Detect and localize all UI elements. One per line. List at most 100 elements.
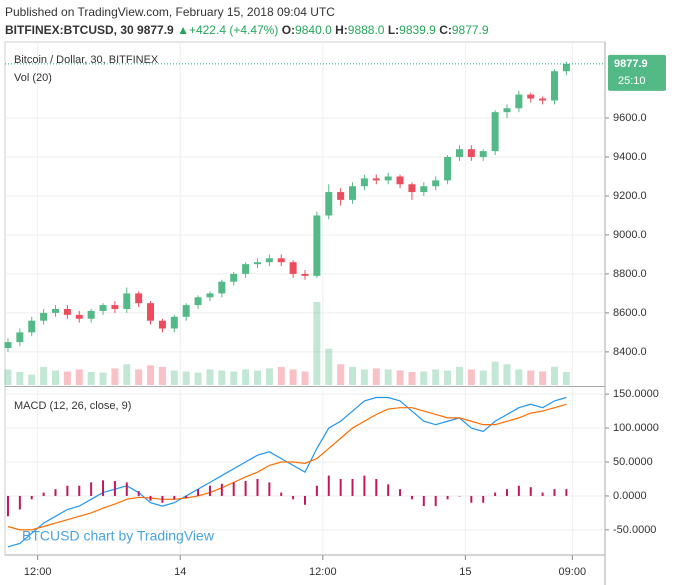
watermark: BTCUSD chart by TradingView xyxy=(22,528,215,544)
h: 9888.0 xyxy=(347,23,385,37)
histogram-bar xyxy=(256,478,259,496)
volume-bar xyxy=(28,374,36,385)
c-label: C: xyxy=(439,23,452,37)
volume-bar xyxy=(16,372,24,385)
candle-body xyxy=(301,273,309,276)
histogram-bar xyxy=(232,482,235,496)
candle-body xyxy=(63,308,71,315)
histogram-bar xyxy=(565,489,568,496)
volume-bar xyxy=(87,372,95,385)
histogram-bar xyxy=(470,495,473,503)
histogram-bar xyxy=(18,495,21,510)
histogram-bar xyxy=(54,489,57,496)
countdown: 25:10 xyxy=(618,75,646,87)
histogram-bar xyxy=(434,495,437,507)
candle-body xyxy=(182,305,190,317)
candle-body xyxy=(539,98,547,101)
volume-bar xyxy=(325,348,333,385)
histogram-bar xyxy=(399,489,402,496)
volume-bar xyxy=(99,372,107,385)
price-label: 9877.9 xyxy=(614,58,648,70)
histogram-bar xyxy=(113,481,116,496)
histogram-bar xyxy=(541,492,544,496)
candle-body xyxy=(562,63,570,72)
candle-body xyxy=(147,303,155,321)
volume-bar xyxy=(527,370,535,385)
volume-bar xyxy=(479,370,487,385)
volume-bar xyxy=(539,371,547,385)
candle-body xyxy=(87,310,95,319)
volume-bar xyxy=(384,369,392,385)
h-label: H: xyxy=(335,23,348,37)
volume-bar xyxy=(111,368,119,385)
volume-bar xyxy=(551,366,559,385)
x-tick-label: 09:00 xyxy=(559,566,587,578)
x-tick-label: 12:00 xyxy=(309,566,337,578)
volume-bar xyxy=(396,370,404,385)
histogram-bar xyxy=(268,482,271,496)
volume-bar xyxy=(4,369,12,385)
histogram-bar xyxy=(517,485,520,496)
volume-bar xyxy=(194,372,202,385)
histogram-bar xyxy=(304,495,306,505)
volume-bar xyxy=(218,370,226,385)
candle-body xyxy=(360,178,368,187)
candle-body xyxy=(455,149,463,157)
candle-body xyxy=(515,94,523,109)
volume-bar xyxy=(337,364,345,385)
candle-body xyxy=(123,293,131,309)
candle-body xyxy=(135,293,143,304)
candle-body xyxy=(265,258,273,263)
candle-body xyxy=(242,264,250,274)
pane-subtitle: Vol (20) xyxy=(14,72,52,84)
histogram-bar xyxy=(553,489,556,496)
volume-bar xyxy=(51,370,59,385)
l: 9839.9 xyxy=(399,23,436,37)
frame xyxy=(4,41,606,556)
candle-body xyxy=(420,186,428,193)
y-tick-label: 9400.0 xyxy=(613,151,647,163)
symbol: BITFINEX:BTCUSD, 30 xyxy=(5,23,134,37)
change: ▲+422.4 (+4.47%) xyxy=(177,23,279,37)
histogram-bar xyxy=(375,478,378,496)
candle-body xyxy=(75,314,83,319)
volume-bar xyxy=(123,364,131,385)
candle-body xyxy=(277,258,285,263)
histogram-bar xyxy=(173,495,176,500)
y-tick-label: 8800.0 xyxy=(613,268,647,280)
price-label-box xyxy=(608,54,666,91)
l-label: L: xyxy=(387,23,400,37)
y-tick-label: 8600.0 xyxy=(613,307,647,319)
volume-bar xyxy=(372,368,380,385)
candle-body xyxy=(349,186,357,200)
candle-body xyxy=(289,262,297,274)
volume-bar xyxy=(206,369,214,385)
histogram-bar xyxy=(446,495,449,500)
y-tick-label: -50.0000 xyxy=(613,524,656,536)
candle-body xyxy=(313,215,321,276)
histogram-bar xyxy=(102,480,105,496)
volume-bar xyxy=(432,369,440,385)
candle-body xyxy=(99,305,107,311)
histogram-bar xyxy=(494,492,497,496)
volume-bar xyxy=(75,369,83,385)
volume-bar xyxy=(503,364,511,385)
histogram-bar xyxy=(66,485,69,496)
candle-body xyxy=(158,320,166,329)
histogram-bar xyxy=(292,495,295,500)
y-tick-label: 9000.0 xyxy=(613,229,647,241)
x-tick-label: 15 xyxy=(459,566,471,578)
histogram-bar xyxy=(280,492,283,496)
histogram-bar xyxy=(339,478,342,496)
histogram-bar xyxy=(315,485,318,496)
histogram-bar xyxy=(149,495,152,501)
volume-bar xyxy=(289,369,297,385)
candle-body xyxy=(325,192,333,216)
volume-bar xyxy=(265,368,273,385)
y-tick-label: 9200.0 xyxy=(613,190,647,202)
candle-body xyxy=(16,332,24,343)
volume-bar xyxy=(170,370,178,385)
histogram-bar xyxy=(78,485,81,496)
candle-body xyxy=(194,297,202,306)
histogram-bar xyxy=(220,483,223,496)
